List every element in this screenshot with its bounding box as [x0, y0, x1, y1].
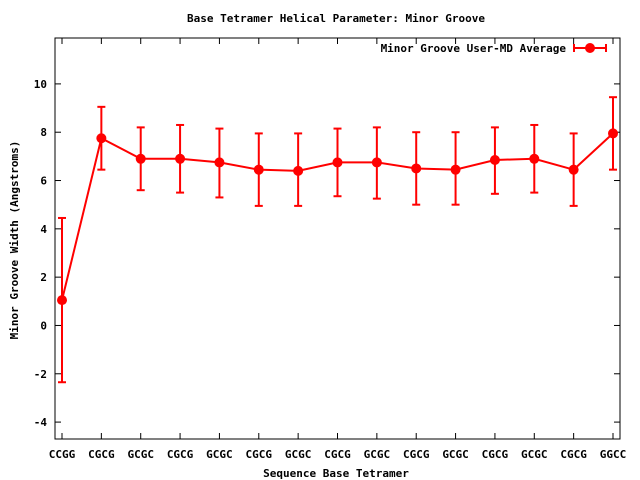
x-tick-label: GCGC [127, 448, 154, 461]
plot-frame [54, 37, 621, 440]
data-point [96, 133, 107, 144]
legend-label: Minor Groove User-MD Average [381, 42, 567, 55]
x-tick-label: GCGC [206, 448, 233, 461]
data-point [450, 164, 461, 175]
y-tick-label: 6 [40, 175, 47, 188]
x-tick-label: CGCG [167, 448, 194, 461]
data-point [175, 153, 186, 164]
x-tick-label: CGCG [560, 448, 587, 461]
x-tick-label: CGCG [324, 448, 351, 461]
x-tick-label: CCGG [49, 448, 76, 461]
x-tick-label: CGCG [88, 448, 115, 461]
y-tick-label: 2 [40, 271, 47, 284]
y-tick-label: 10 [34, 78, 47, 91]
chart-title: Base Tetramer Helical Parameter: Minor G… [187, 12, 485, 25]
data-point [293, 165, 304, 176]
y-axis: -4 -2 0 2 4 6 8 10 [34, 78, 620, 429]
data-point [608, 128, 618, 139]
x-tick-label: GCGC [442, 448, 469, 461]
x-tick-label: GCGC [285, 448, 312, 461]
data-point [411, 163, 422, 174]
y-tick-label: 8 [40, 126, 47, 139]
x-tick-label: CGCG [403, 448, 430, 461]
data-point [57, 295, 67, 306]
data-point [529, 153, 540, 164]
legend: Minor Groove User-MD Average [381, 42, 607, 55]
data-point [371, 157, 382, 168]
x-axis: CCGG CGCG GCGC CGCG GCGC CGCG GCGC CGCG GCGC CGCG… [49, 38, 627, 461]
y-tick-label: -4 [34, 416, 48, 429]
x-tick-label: GCGC [521, 448, 548, 461]
y-tick-label: 4 [40, 223, 47, 236]
x-tick-label: CGCG [482, 448, 509, 461]
data-point [214, 157, 225, 168]
legend-point [585, 43, 595, 53]
data-point [489, 154, 500, 165]
x-axis-label: Sequence Base Tetramer [263, 467, 409, 480]
data-point [568, 164, 579, 175]
series-layer [57, 96, 618, 384]
y-axis-label: Minor Groove Width (Angstroms) [8, 141, 21, 340]
y-tick-label: -2 [34, 368, 47, 381]
data-point [135, 153, 146, 164]
x-tick-label: CGCG [246, 448, 273, 461]
x-tick-label: GGCC [600, 448, 627, 461]
x-tick-label: GCGC [364, 448, 391, 461]
data-point [253, 164, 264, 175]
y-tick-label: 0 [40, 319, 47, 332]
legend-marker [573, 43, 607, 53]
data-point [332, 157, 343, 168]
